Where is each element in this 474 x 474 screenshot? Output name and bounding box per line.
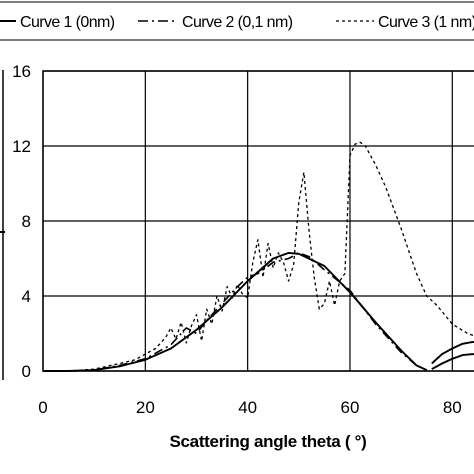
plot-area-border — [42, 70, 474, 372]
y-tick-label-3: 12 — [12, 137, 31, 156]
grid — [42, 70, 474, 372]
y-tick-label-0: 0 — [22, 362, 31, 381]
x-tick-labels: 0 20 40 60 80 — [38, 398, 461, 417]
series-line-2 — [43, 252, 428, 372]
legend-label-curve-1: Curve 1 (0nm) — [20, 14, 115, 31]
x-tick-label-3: 60 — [341, 398, 360, 417]
series-layer — [43, 141, 474, 372]
series-line-5 — [431, 353, 474, 370]
x-tick-label-4: 80 — [443, 398, 462, 417]
series-line-3 — [43, 141, 474, 372]
series-line-1 — [43, 251, 428, 372]
x-tick-label-1: 20 — [136, 398, 155, 417]
x-axis-title: Scattering angle theta ( °) — [169, 432, 366, 451]
series-line-4 — [431, 340, 474, 365]
y-tick-label-1: 4 — [22, 287, 31, 306]
legend: Curve 1 (0nm) Curve 2 (0,1 nm) Curve 3 (… — [0, 1, 474, 41]
legend-label-curve-3: Curve 3 (1 nm) — [378, 14, 474, 31]
x-tick-label-2: 40 — [238, 398, 257, 417]
y-tick-label-4: 16 — [12, 62, 31, 81]
legend-label-curve-2: Curve 2 (0,1 nm) — [182, 14, 293, 31]
y-tick-labels: 0 4 8 12 16 — [12, 62, 31, 381]
y-tick-label-2: 8 — [22, 212, 31, 231]
x-tick-label-0: 0 — [38, 398, 47, 417]
